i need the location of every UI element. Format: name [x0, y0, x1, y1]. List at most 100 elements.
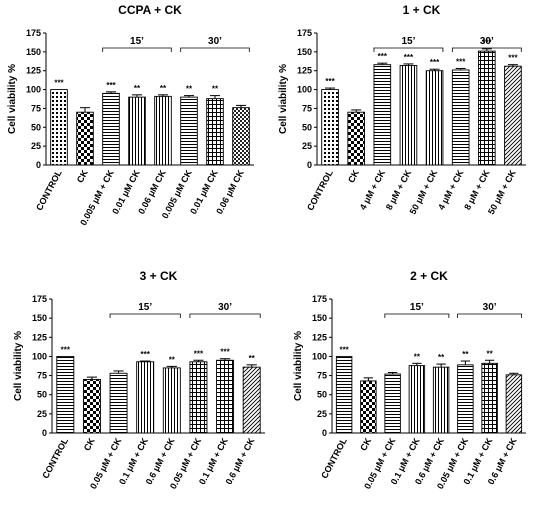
bar-2 — [360, 380, 377, 434]
bar-8 — [504, 65, 522, 166]
significance-label: ** — [414, 352, 421, 361]
y-tick-label: 50 — [302, 122, 312, 132]
y-tick-label: 0 — [322, 428, 327, 438]
bar-7 — [216, 359, 235, 434]
y-tick-label: 100 — [32, 351, 47, 361]
group-bracket — [457, 313, 523, 318]
significance-label: *** — [61, 345, 71, 354]
y-tick-label: 25 — [31, 141, 41, 151]
bar-2 — [347, 111, 365, 166]
bar-5 — [425, 70, 444, 166]
group-label: 30’ — [483, 302, 497, 313]
significance-label: *** — [339, 345, 349, 354]
y-axis-label: Cell viability % — [293, 331, 304, 401]
bar-7 — [481, 362, 498, 434]
category-label: CONTROL — [34, 168, 64, 212]
significance-label: *** — [220, 348, 230, 357]
bar-3 — [109, 372, 128, 434]
category-label: 4 μM + CK — [358, 168, 388, 212]
category-label: CONTROL — [305, 168, 335, 212]
group-bracket — [102, 47, 172, 52]
group-bracket — [373, 47, 444, 52]
significance-label: *** — [325, 77, 335, 86]
significance-label: ** — [438, 353, 445, 362]
significance-label: ** — [487, 349, 494, 358]
y-tick-label: 0 — [36, 160, 41, 170]
y-tick-label: 0 — [42, 428, 47, 438]
y-tick-label: 50 — [37, 390, 47, 400]
y-tick-label: 75 — [37, 371, 47, 381]
significance-label: ** — [134, 84, 141, 93]
panel-3: 3 + CK 0 25 50 75 100 125 150 175 Cell viability … — [13, 269, 265, 491]
bar-5 — [154, 95, 172, 166]
bar-4 — [408, 365, 426, 434]
bar-2 — [76, 111, 94, 166]
category-label: CONTROL — [40, 436, 70, 480]
y-tick-label: 0 — [307, 160, 312, 170]
bar-2 — [82, 378, 101, 434]
group-bracket — [109, 313, 181, 318]
bar-8 — [232, 107, 250, 166]
group-label: 30’ — [480, 36, 494, 47]
group-label: 30’ — [218, 302, 232, 313]
significance-label: ** — [212, 85, 219, 94]
bar-1 — [335, 355, 353, 434]
y-tick-label: 100 — [26, 85, 41, 95]
bar-8 — [242, 366, 261, 434]
group-bracket — [189, 313, 261, 318]
group-label: 15’ — [130, 36, 144, 47]
significance-label: *** — [141, 350, 151, 359]
bar-6 — [457, 364, 474, 434]
bar-5 — [162, 367, 181, 434]
group-bracket — [384, 313, 450, 318]
y-tick-label: 50 — [31, 122, 41, 132]
category-label: CONTROL — [319, 436, 349, 480]
bar-4 — [399, 64, 418, 166]
y-tick-label: 125 — [26, 66, 41, 76]
y-tick-label: 150 — [32, 313, 47, 323]
y-tick-label: 125 — [32, 332, 47, 342]
significance-label: *** — [106, 81, 116, 90]
significance-label: *** — [430, 58, 440, 67]
bar-1 — [50, 89, 68, 166]
y-tick-label: 150 — [26, 47, 41, 57]
y-tick-label: 100 — [297, 85, 312, 95]
bar-8 — [505, 374, 523, 434]
group-label: 30’ — [208, 36, 222, 47]
significance-label: *** — [456, 57, 466, 66]
y-tick-label: 150 — [312, 313, 327, 323]
group-label: 15’ — [401, 36, 415, 47]
y-tick-label: 75 — [317, 371, 327, 381]
y-tick-label: 75 — [31, 103, 41, 113]
panel-title: 3 + CK — [140, 269, 178, 283]
y-tick-label: 125 — [312, 332, 327, 342]
category-label: 50 μM + CK — [408, 168, 440, 216]
y-tick-label: 50 — [317, 390, 327, 400]
significance-label: ** — [169, 355, 176, 364]
category-label: 8 μM + CK — [462, 168, 492, 212]
y-tick-label: 150 — [297, 47, 312, 57]
group-bracket — [451, 47, 522, 52]
bar-6 — [451, 69, 470, 166]
bar-1 — [321, 89, 339, 166]
category-label: 0.06 μM CK — [214, 168, 246, 216]
group-label: 15’ — [138, 302, 152, 313]
panel-title: CCPA + CK — [118, 3, 182, 17]
category-label: 8 μM + CK — [384, 168, 414, 212]
bar-4 — [128, 96, 146, 166]
bar-4 — [136, 361, 155, 434]
bar-1 — [56, 355, 75, 434]
y-tick-label: 175 — [312, 294, 327, 304]
panel-title: 1 + CK — [403, 3, 441, 17]
significance-label: ** — [462, 350, 469, 359]
significance-label: *** — [194, 349, 204, 358]
y-axis-label: Cell viability % — [278, 64, 289, 134]
significance-label: *** — [404, 53, 414, 62]
y-tick-label: 75 — [302, 103, 312, 113]
panel-2: 1 + CK 0 25 50 75 100 125 150 175 Cell viability … — [278, 3, 526, 216]
y-tick-label: 25 — [37, 409, 47, 419]
y-axis-label: Cell viability % — [13, 331, 24, 401]
category-label: 50 μM + CK — [486, 168, 518, 216]
